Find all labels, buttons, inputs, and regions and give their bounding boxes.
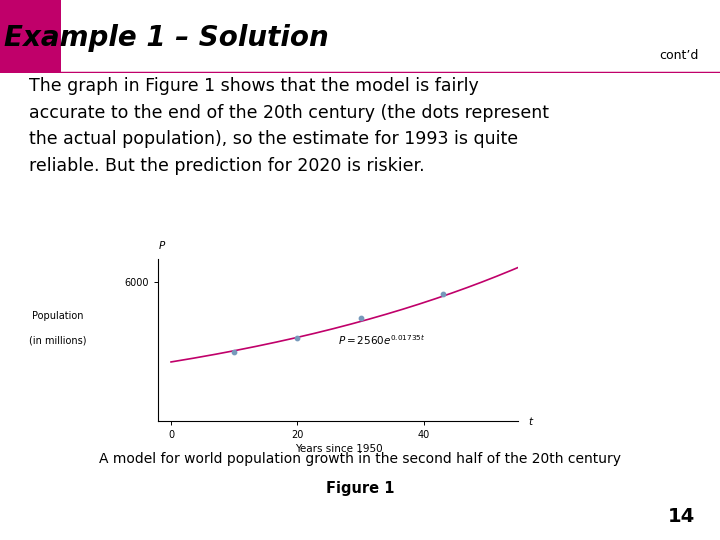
Text: cont’d: cont’d — [659, 49, 698, 62]
Text: Population: Population — [32, 311, 84, 321]
Text: $t$: $t$ — [528, 415, 534, 427]
Bar — [0, 0, 61, 73]
X-axis label: Years since 1950: Years since 1950 — [294, 444, 382, 454]
Text: $P$: $P$ — [158, 239, 166, 251]
Text: 14: 14 — [667, 508, 695, 526]
Text: (in millions): (in millions) — [29, 335, 86, 345]
Point — [228, 348, 240, 356]
Point — [437, 289, 449, 298]
Text: A model for world population growth in the second half of the 20th century: A model for world population growth in t… — [99, 452, 621, 466]
Text: Example 1 – Solution: Example 1 – Solution — [4, 24, 328, 52]
Text: Figure 1: Figure 1 — [325, 481, 395, 496]
Text: $P = 2560e^{0.01735t}$: $P = 2560e^{0.01735t}$ — [338, 333, 426, 347]
Point — [292, 334, 303, 342]
Point — [355, 314, 366, 322]
Text: The graph in Figure 1 shows that the model is fairly
accurate to the end of the : The graph in Figure 1 shows that the mod… — [29, 77, 549, 174]
